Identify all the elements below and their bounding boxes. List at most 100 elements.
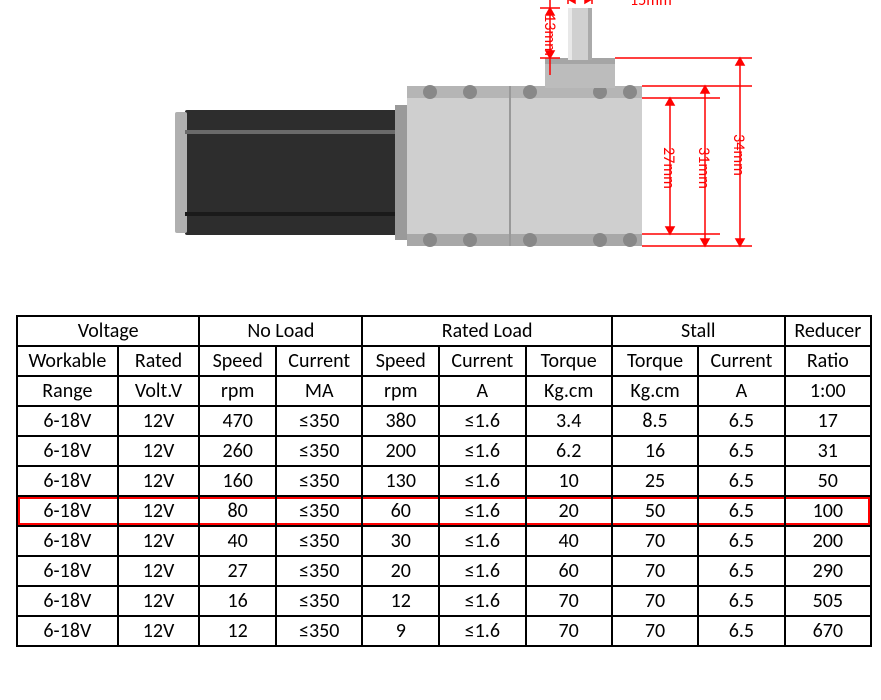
data-cell: 6-18V	[17, 616, 118, 646]
data-cell: ≤1.6	[439, 526, 525, 556]
data-cell: 505	[785, 586, 871, 616]
data-cell: 6.5	[698, 616, 784, 646]
data-cell: 100	[785, 496, 871, 526]
table-row: 6-18V12V470≤350380≤1.63.48.56.517	[17, 406, 871, 436]
data-cell: 3.4	[526, 406, 612, 436]
data-cell: ≤350	[276, 466, 362, 496]
data-cell: ≤350	[276, 586, 362, 616]
data-cell: 40	[199, 526, 276, 556]
data-cell: 70	[526, 616, 612, 646]
data-cell: 130	[362, 466, 439, 496]
motor-svg: 15mm 13mm 27mm 31mm 34mm	[0, 0, 881, 285]
spec-table-container: VoltageNo LoadRated LoadStallReducerWork…	[16, 315, 872, 647]
data-cell: 30	[362, 526, 439, 556]
data-cell: 6-18V	[17, 496, 118, 526]
unit-cell: MA	[276, 376, 362, 406]
table-row: 6-18V12V260≤350200≤1.66.2166.531	[17, 436, 871, 466]
unit-cell: 1:00	[785, 376, 871, 406]
data-cell: 6.5	[698, 526, 784, 556]
header-group-row: VoltageNo LoadRated LoadStallReducer	[17, 316, 871, 346]
data-cell: 70	[612, 616, 698, 646]
data-cell: 670	[785, 616, 871, 646]
data-cell: ≤350	[276, 406, 362, 436]
data-cell: 470	[199, 406, 276, 436]
table-row: 6-18V12V12≤3509≤1.670706.5670	[17, 616, 871, 646]
data-cell: 160	[199, 466, 276, 496]
data-cell: 20	[362, 556, 439, 586]
data-cell: 6-18V	[17, 406, 118, 436]
data-cell: 6-18V	[17, 556, 118, 586]
data-cell: 20	[526, 496, 612, 526]
data-cell: 12	[199, 616, 276, 646]
table-row: 6-18V12V16≤35012≤1.670706.5505	[17, 586, 871, 616]
dim-h3: 27mm	[659, 147, 678, 189]
unit-cell: rpm	[362, 376, 439, 406]
data-cell: ≤350	[276, 436, 362, 466]
data-cell: 12V	[118, 436, 200, 466]
data-cell: 12V	[118, 556, 200, 586]
data-cell: 200	[362, 436, 439, 466]
data-cell: ≤1.6	[439, 436, 525, 466]
dim-shaft-len: 13mm	[540, 14, 559, 56]
data-cell: 6-18V	[17, 586, 118, 616]
data-cell: 6.5	[698, 586, 784, 616]
data-cell: 12V	[118, 406, 200, 436]
data-cell: 12V	[118, 616, 200, 646]
unit-cell: Range	[17, 376, 118, 406]
data-cell: 6-18V	[17, 466, 118, 496]
data-cell: 6-18V	[17, 436, 118, 466]
data-cell: ≤1.6	[439, 586, 525, 616]
sub-header-cell: Workable	[17, 346, 118, 376]
unit-cell: A	[698, 376, 784, 406]
sub-header-cell: Current	[698, 346, 784, 376]
data-cell: 6.5	[698, 466, 784, 496]
sub-header-cell: Speed	[199, 346, 276, 376]
data-cell: ≤350	[276, 496, 362, 526]
unit-cell: Kg.cm	[526, 376, 612, 406]
table-row: 6-18V12V40≤35030≤1.640706.5200	[17, 526, 871, 556]
data-cell: 12	[362, 586, 439, 616]
data-cell: 200	[785, 526, 871, 556]
data-cell: 60	[526, 556, 612, 586]
data-cell: 6.2	[526, 436, 612, 466]
data-cell: 27	[199, 556, 276, 586]
data-cell: 60	[362, 496, 439, 526]
spec-table: VoltageNo LoadRated LoadStallReducerWork…	[16, 315, 872, 647]
data-cell: 12V	[118, 466, 200, 496]
unit-cell: Volt.V	[118, 376, 200, 406]
sub-header-row: WorkableRatedSpeedCurrentSpeedCurrentTor…	[17, 346, 871, 376]
data-cell: 10	[526, 466, 612, 496]
data-cell: ≤350	[276, 556, 362, 586]
data-cell: 40	[526, 526, 612, 556]
data-cell: 260	[199, 436, 276, 466]
unit-cell: rpm	[199, 376, 276, 406]
data-cell: 290	[785, 556, 871, 586]
data-cell: 12V	[118, 526, 200, 556]
data-cell: 70	[612, 586, 698, 616]
table-row: 6-18V12V160≤350130≤1.610256.550	[17, 466, 871, 496]
data-cell: 50	[612, 496, 698, 526]
group-header-cell: No Load	[199, 316, 362, 346]
sub-header-cell: Torque	[612, 346, 698, 376]
data-cell: 6-18V	[17, 526, 118, 556]
data-cell: 70	[612, 556, 698, 586]
data-cell: ≤350	[276, 616, 362, 646]
data-cell: 17	[785, 406, 871, 436]
data-cell: 380	[362, 406, 439, 436]
sub-header-cell: Ratio	[785, 346, 871, 376]
data-cell: 25	[612, 466, 698, 496]
data-cell: 70	[526, 586, 612, 616]
unit-cell: A	[439, 376, 525, 406]
data-cell: 31	[785, 436, 871, 466]
data-cell: 12V	[118, 586, 200, 616]
data-cell: 6.5	[698, 436, 784, 466]
sub-header-cell: Current	[276, 346, 362, 376]
data-cell: 50	[785, 466, 871, 496]
data-cell: ≤1.6	[439, 496, 525, 526]
dim-h2: 31mm	[694, 147, 713, 189]
unit-row: RangeVolt.VrpmMArpmAKg.cmKg.cmA1:00	[17, 376, 871, 406]
data-cell: 80	[199, 496, 276, 526]
group-header-cell: Reducer	[785, 316, 871, 346]
unit-cell: Kg.cm	[612, 376, 698, 406]
data-cell: 12V	[118, 496, 200, 526]
